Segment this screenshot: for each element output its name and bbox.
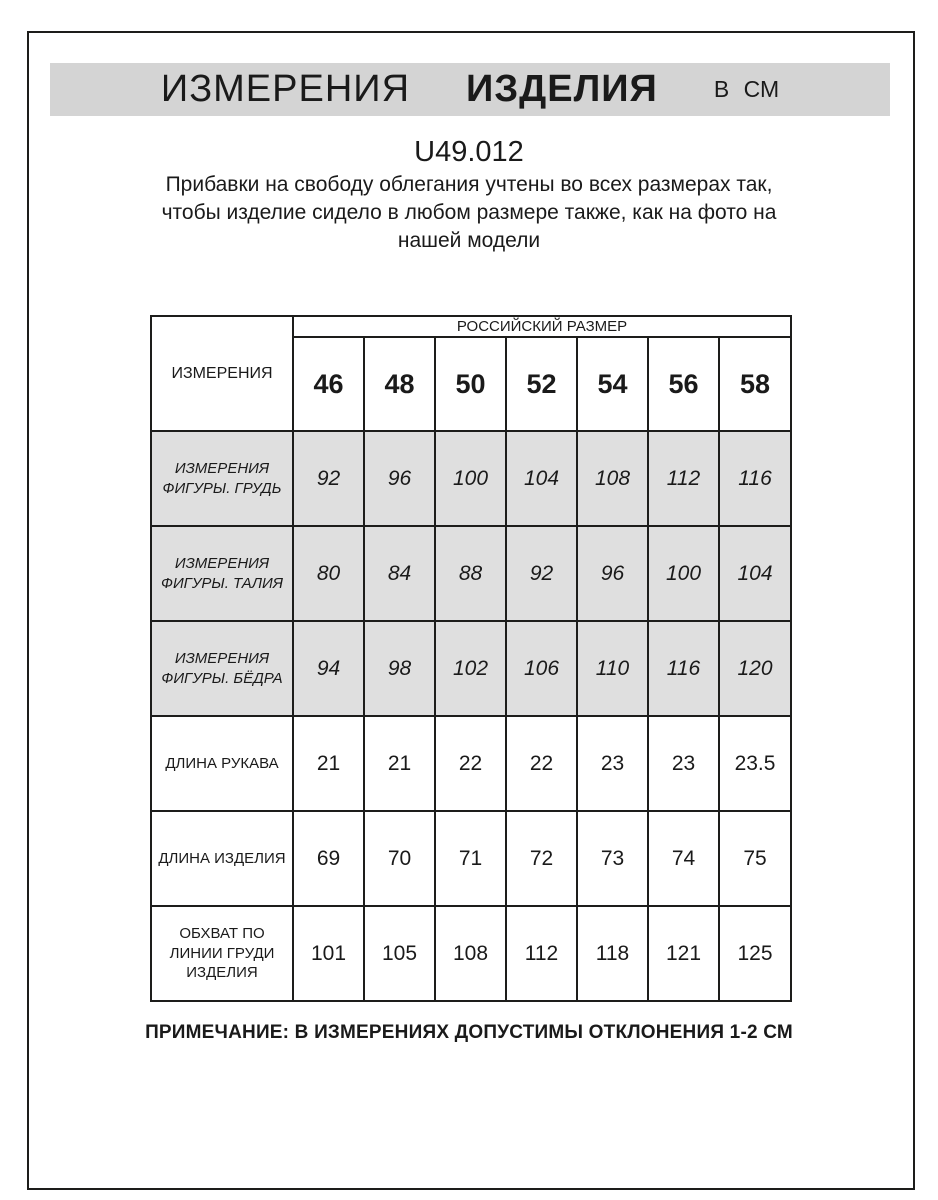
row-label: ИЗМЕРЕНИЯ ФИГУРЫ. БЁДРА <box>150 620 294 717</box>
value-cell: 98 <box>363 620 436 717</box>
value-cell: 94 <box>292 620 365 717</box>
size-cell: 54 <box>576 336 649 432</box>
value-cell: 116 <box>647 620 720 717</box>
value-cell: 92 <box>292 430 365 527</box>
value-cell: 100 <box>434 430 507 527</box>
intro-text: Прибавки на свободу облегания учтены во … <box>0 171 938 255</box>
value-cell: 69 <box>292 810 365 907</box>
title-bar: ИЗМЕРЕНИЯ ИЗДЕЛИЯ В СМ <box>50 63 890 116</box>
value-cell: 112 <box>505 905 578 1002</box>
value-cell: 23.5 <box>717 715 793 812</box>
value-cell: 125 <box>717 905 793 1002</box>
value-cell: 108 <box>576 430 649 527</box>
size-table: ИЗМЕРЕНИЯ РОССИЙСКИЙ РАЗМЕР 46 48 50 52 … <box>150 315 793 1002</box>
value-cell: 88 <box>434 525 507 622</box>
value-cell: 75 <box>717 810 793 907</box>
size-cell: 56 <box>647 336 720 432</box>
value-cell: 118 <box>576 905 649 1002</box>
size-cell: 48 <box>363 336 436 432</box>
intro-line: чтобы изделие сидело в любом размере так… <box>161 201 777 224</box>
value-cell: 101 <box>292 905 365 1002</box>
row-label: ИЗМЕРЕНИЯ ФИГУРЫ. ТАЛИЯ <box>150 525 294 622</box>
row-label: ИЗМЕРЕНИЯ ФИГУРЫ. ГРУДЬ <box>150 430 294 527</box>
value-cell: 120 <box>717 620 793 717</box>
title-product: ИЗДЕЛИЯ <box>466 68 658 110</box>
value-cell: 110 <box>576 620 649 717</box>
table-row-chest: ИЗМЕРЕНИЯ ФИГУРЫ. ГРУДЬ 92 96 100 104 10… <box>150 430 793 527</box>
row-label: ОБХВАТ ПО ЛИНИИ ГРУДИ ИЗДЕЛИЯ <box>150 905 294 1002</box>
intro-line: нашей модели <box>397 229 541 252</box>
table-row-waist: ИЗМЕРЕНИЯ ФИГУРЫ. ТАЛИЯ 80 84 88 92 96 1… <box>150 525 793 622</box>
value-cell: 92 <box>505 525 578 622</box>
value-cell: 112 <box>647 430 720 527</box>
value-cell: 84 <box>363 525 436 622</box>
title-units: В СМ <box>713 76 780 102</box>
value-cell: 73 <box>576 810 649 907</box>
value-cell: 121 <box>647 905 720 1002</box>
value-cell: 22 <box>434 715 507 812</box>
value-cell: 96 <box>363 430 436 527</box>
value-cell: 21 <box>363 715 436 812</box>
value-cell: 108 <box>434 905 507 1002</box>
title-measurements: ИЗМЕРЕНИЯ <box>160 68 411 110</box>
table-row-hips: ИЗМЕРЕНИЯ ФИГУРЫ. БЁДРА 94 98 102 106 11… <box>150 620 793 717</box>
value-cell: 72 <box>505 810 578 907</box>
intro-line: Прибавки на свободу облегания учтены во … <box>165 173 773 196</box>
note-text: ПРИМЕЧАНИЕ: В ИЗМЕРЕНИЯХ ДОПУСТИМЫ ОТКЛО… <box>145 1022 793 1043</box>
value-cell: 102 <box>434 620 507 717</box>
size-cell: 58 <box>717 336 793 432</box>
value-cell: 104 <box>717 525 793 622</box>
value-cell: 105 <box>363 905 436 1002</box>
value-cell: 23 <box>647 715 720 812</box>
row-label: ДЛИНА ИЗДЕЛИЯ <box>150 810 294 907</box>
value-cell: 22 <box>505 715 578 812</box>
value-cell: 21 <box>292 715 365 812</box>
size-cell: 52 <box>505 336 578 432</box>
measurements-column-header: ИЗМЕРЕНИЯ <box>150 315 294 432</box>
value-cell: 74 <box>647 810 720 907</box>
size-cell: 46 <box>292 336 365 432</box>
value-cell: 80 <box>292 525 365 622</box>
table-row-sleeve-length: ДЛИНА РУКАВА 21 21 22 22 23 23 23.5 <box>150 715 793 812</box>
table-row-item-length: ДЛИНА ИЗДЕЛИЯ 69 70 71 72 73 74 75 <box>150 810 793 907</box>
value-cell: 96 <box>576 525 649 622</box>
russian-size-header: РОССИЙСКИЙ РАЗМЕР <box>291 315 793 338</box>
value-cell: 104 <box>505 430 578 527</box>
row-label: ДЛИНА РУКАВА <box>150 715 294 812</box>
value-cell: 116 <box>717 430 793 527</box>
page-border <box>27 31 915 1190</box>
value-cell: 23 <box>576 715 649 812</box>
value-cell: 106 <box>505 620 578 717</box>
value-cell: 70 <box>363 810 436 907</box>
table-header-row-top: ИЗМЕРЕНИЯ РОССИЙСКИЙ РАЗМЕР <box>150 315 793 432</box>
article-number: U49.012 <box>414 136 524 168</box>
table-row-chest-girth-item: ОБХВАТ ПО ЛИНИИ ГРУДИ ИЗДЕЛИЯ 101 105 10… <box>150 905 793 1002</box>
size-header-row: 46 48 50 52 54 56 58 <box>151 336 793 432</box>
value-cell: 100 <box>647 525 720 622</box>
value-cell: 71 <box>434 810 507 907</box>
size-cell: 50 <box>434 336 507 432</box>
